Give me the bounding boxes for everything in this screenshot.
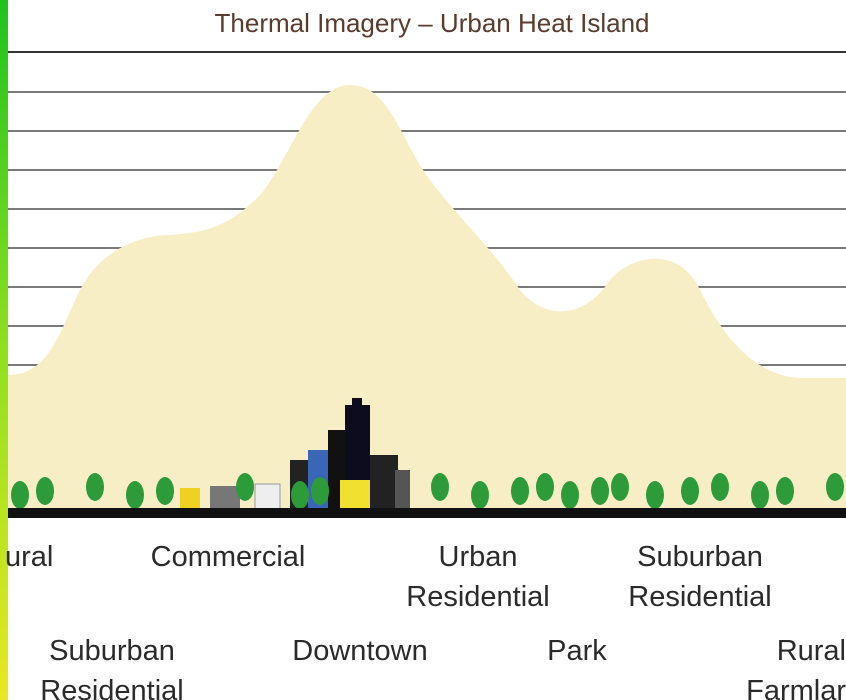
ground xyxy=(8,508,846,518)
tree xyxy=(156,477,174,505)
tree xyxy=(711,473,729,501)
zone-label: Urban xyxy=(439,541,518,573)
zone-label: Suburban xyxy=(637,541,763,573)
zone-label: Commercial xyxy=(151,541,306,573)
tree xyxy=(86,473,104,501)
tree xyxy=(561,481,579,509)
zone-label: Rural xyxy=(777,635,846,667)
tree xyxy=(776,477,794,505)
tree xyxy=(511,477,529,505)
tree xyxy=(646,481,664,509)
tree xyxy=(751,481,769,509)
zone-label: Suburban xyxy=(49,635,175,667)
title: Thermal Imagery – Urban Heat Island xyxy=(215,8,650,38)
tree xyxy=(126,481,144,509)
tree xyxy=(681,477,699,505)
tree xyxy=(471,481,489,509)
tree xyxy=(36,477,54,505)
trees xyxy=(11,473,844,509)
tree xyxy=(826,473,844,501)
zone-label: Farmlar xyxy=(746,675,846,700)
tree xyxy=(431,473,449,501)
tree xyxy=(236,473,254,501)
tree xyxy=(11,481,29,509)
zone-label: ural xyxy=(5,541,53,573)
tree xyxy=(611,473,629,501)
edge-strip xyxy=(0,0,8,700)
zone-label: Residential xyxy=(40,675,183,700)
zone-label: Downtown xyxy=(292,635,427,667)
tree xyxy=(591,477,609,505)
zone-label: Residential xyxy=(406,581,549,613)
tree xyxy=(291,481,309,509)
tree xyxy=(536,473,554,501)
tree xyxy=(311,477,329,505)
labels: ural Commercial Urban Residential Suburban Re… xyxy=(5,541,846,700)
heat-profile xyxy=(8,85,846,515)
zone-label: Residential xyxy=(628,581,771,613)
zone-label: Park xyxy=(547,635,607,667)
